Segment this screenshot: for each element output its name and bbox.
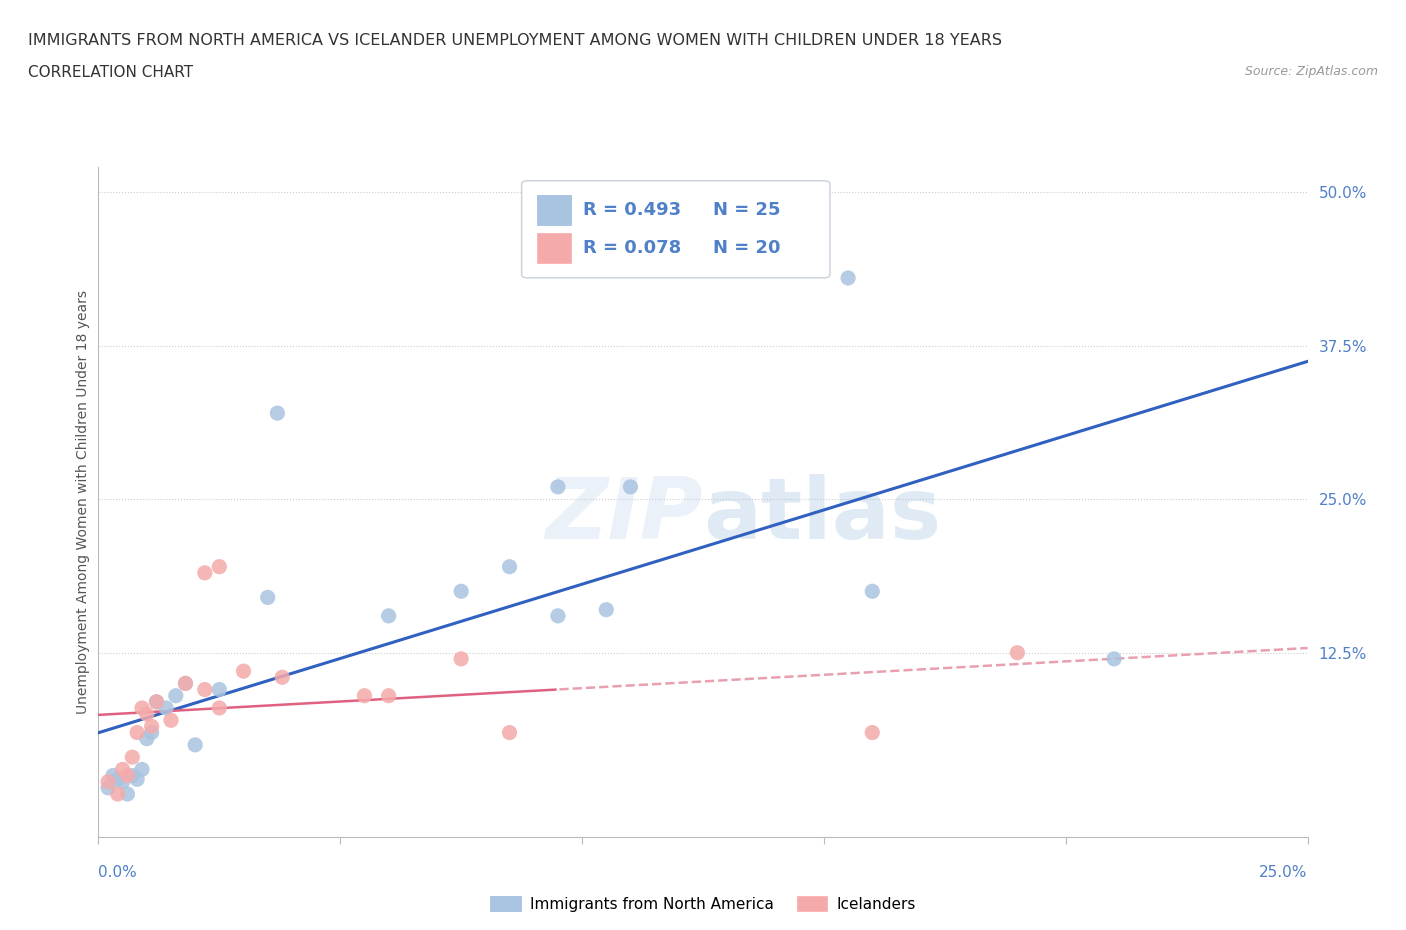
Point xyxy=(121,768,143,783)
Point xyxy=(117,787,139,802)
Text: R = 0.078: R = 0.078 xyxy=(583,239,682,257)
Legend: Immigrants from North America, Icelanders: Immigrants from North America, Icelander… xyxy=(484,889,922,918)
Point xyxy=(271,670,294,684)
Y-axis label: Unemployment Among Women with Children Under 18 years: Unemployment Among Women with Children U… xyxy=(76,290,90,714)
Point xyxy=(377,688,399,703)
Point xyxy=(256,590,278,604)
Point xyxy=(595,603,617,618)
Point xyxy=(194,565,217,580)
Point xyxy=(145,695,167,710)
Point xyxy=(97,775,120,790)
Point xyxy=(194,682,217,697)
Point xyxy=(111,775,134,790)
Point xyxy=(266,405,288,420)
Text: atlas: atlas xyxy=(703,474,941,557)
Text: N = 20: N = 20 xyxy=(713,239,780,257)
Point xyxy=(117,768,139,783)
Point xyxy=(165,688,187,703)
Text: 0.0%: 0.0% xyxy=(98,865,138,881)
Point xyxy=(377,608,399,623)
Point xyxy=(547,479,569,494)
Point xyxy=(498,725,520,740)
Point xyxy=(450,584,472,599)
Point xyxy=(547,608,569,623)
Point xyxy=(131,700,153,715)
Point xyxy=(860,725,883,740)
Point xyxy=(174,676,197,691)
Point xyxy=(160,712,183,727)
Point xyxy=(127,725,149,740)
Text: CORRELATION CHART: CORRELATION CHART xyxy=(28,65,193,80)
Point xyxy=(184,737,207,752)
Point xyxy=(97,780,120,795)
Point xyxy=(107,772,129,787)
Point xyxy=(101,768,124,783)
Point xyxy=(498,559,520,574)
Text: R = 0.493: R = 0.493 xyxy=(583,201,682,219)
Point xyxy=(1007,645,1029,660)
Bar xyxy=(537,232,571,263)
Text: Source: ZipAtlas.com: Source: ZipAtlas.com xyxy=(1244,65,1378,78)
Point xyxy=(141,725,163,740)
Point xyxy=(145,695,167,710)
Point xyxy=(450,651,472,666)
Point xyxy=(135,707,157,722)
Point xyxy=(232,664,254,679)
Point xyxy=(121,750,143,764)
Point xyxy=(208,700,231,715)
Point xyxy=(141,719,163,734)
Point xyxy=(619,479,641,494)
Point xyxy=(837,271,859,286)
Point xyxy=(107,787,129,802)
Point xyxy=(860,584,883,599)
Point xyxy=(208,559,231,574)
Point xyxy=(127,772,149,787)
Text: ZIP: ZIP xyxy=(546,474,703,557)
Point xyxy=(353,688,375,703)
Bar xyxy=(537,194,571,225)
Point xyxy=(111,762,134,777)
Point xyxy=(174,676,197,691)
Point xyxy=(1102,651,1125,666)
Point xyxy=(131,762,153,777)
Point xyxy=(135,731,157,746)
Point xyxy=(155,700,177,715)
Point xyxy=(208,682,231,697)
Text: N = 25: N = 25 xyxy=(713,201,780,219)
Text: 25.0%: 25.0% xyxy=(1260,865,1308,881)
FancyBboxPatch shape xyxy=(522,180,830,278)
Text: IMMIGRANTS FROM NORTH AMERICA VS ICELANDER UNEMPLOYMENT AMONG WOMEN WITH CHILDRE: IMMIGRANTS FROM NORTH AMERICA VS ICELAND… xyxy=(28,33,1002,47)
